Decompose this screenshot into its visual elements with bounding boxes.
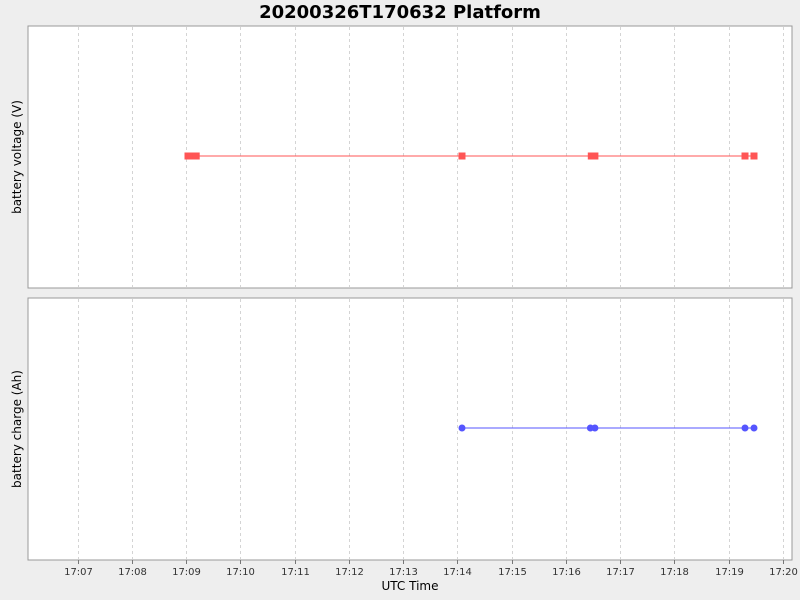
x-tick-label-8: 17:15 [498,567,527,578]
y-axis-label-2: battery charge (Ah) [10,370,24,488]
data-point-1-3 [192,152,200,160]
x-tick-label-4: 17:11 [281,567,310,578]
x-tick-label-13: 17:20 [769,567,798,578]
x-axis-label: UTC Time [382,579,439,593]
y-axis-label-1: battery voltage (V) [10,100,24,214]
data-point-2-3 [741,424,749,432]
data-point-2-4 [750,424,758,432]
x-tick-label-5: 17:12 [335,567,364,578]
x-tick-label-0: 17:07 [64,567,93,578]
data-point-1-8 [750,152,758,160]
data-point-2-2 [591,424,599,432]
x-tick-label-6: 17:13 [389,567,418,578]
plot-area-2 [27,297,793,561]
plot-area-1 [27,25,793,289]
x-tick-label-7: 17:14 [443,567,472,578]
x-tick-label-3: 17:10 [226,567,255,578]
x-tick-label-9: 17:16 [552,567,581,578]
x-tick-label-2: 17:09 [172,567,201,578]
data-point-1-5 [587,152,595,160]
data-point-1-6 [591,152,599,160]
x-tick-label-11: 17:18 [660,567,689,578]
data-point-1-4 [458,152,466,160]
x-tick-label-12: 17:19 [715,567,744,578]
chart-title: 20200326T170632 Platform [259,2,541,23]
x-tick-label-1: 17:08 [118,567,147,578]
data-point-1-7 [741,152,749,160]
x-tick-label-10: 17:17 [606,567,635,578]
data-point-2-0 [458,424,466,432]
